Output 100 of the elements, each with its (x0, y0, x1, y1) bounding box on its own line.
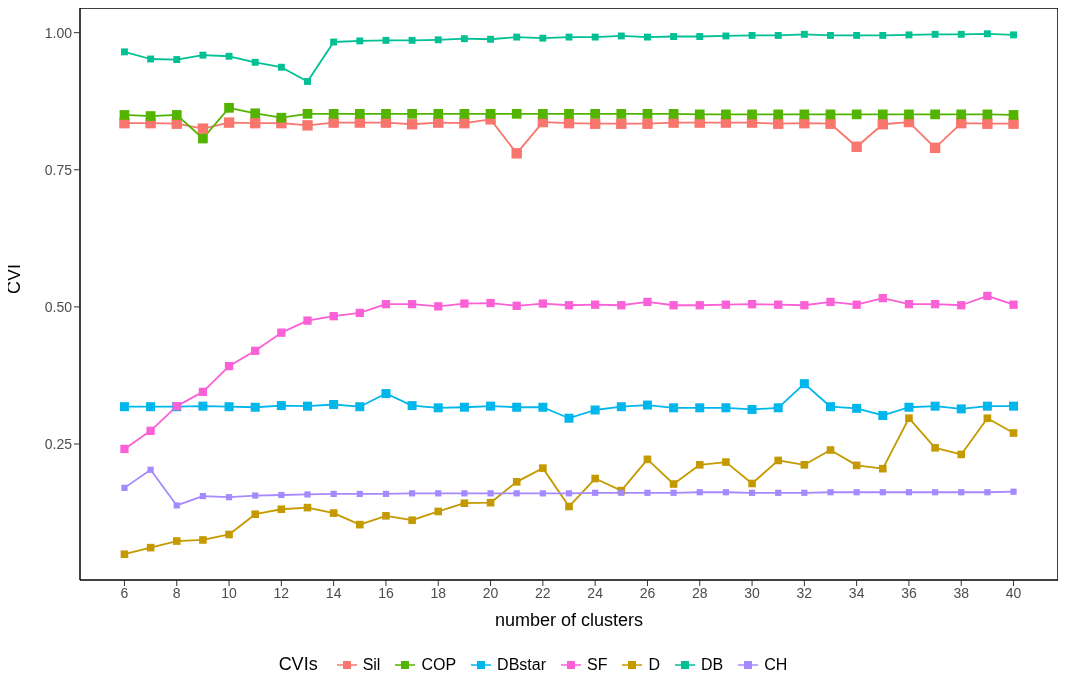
point (121, 48, 128, 56)
point (879, 489, 886, 496)
point (592, 489, 599, 496)
point (459, 109, 470, 119)
y-tick-label: 0.50 (44, 298, 73, 315)
point (826, 402, 835, 412)
point (721, 300, 731, 309)
point (461, 490, 468, 497)
point (644, 33, 651, 41)
point (1009, 300, 1018, 309)
point (276, 401, 286, 411)
point (826, 446, 835, 454)
point (251, 58, 259, 66)
point (199, 51, 207, 59)
legend-label: DBstar (497, 655, 546, 674)
point (223, 117, 235, 128)
x-tick-label: 22 (535, 584, 551, 601)
point (800, 301, 809, 310)
point (616, 109, 627, 119)
x-tick-label: 14 (325, 584, 342, 601)
y-tick-label: 1.00 (44, 24, 73, 41)
point (278, 491, 285, 499)
point (564, 413, 574, 423)
point (983, 414, 992, 423)
point (224, 402, 234, 412)
point (460, 35, 468, 43)
point (851, 141, 862, 152)
point (539, 490, 546, 497)
point (1008, 110, 1019, 120)
x-tick-label: 38 (953, 584, 970, 601)
point (905, 414, 913, 423)
point (696, 33, 704, 40)
point (433, 403, 443, 413)
point (957, 30, 965, 38)
point (826, 297, 835, 307)
point (879, 464, 887, 473)
point (250, 402, 260, 412)
point (721, 403, 731, 413)
point (434, 302, 443, 311)
point (747, 300, 757, 309)
point (827, 31, 834, 39)
point (930, 109, 940, 120)
point (825, 118, 836, 129)
point (617, 301, 626, 310)
point (382, 490, 390, 497)
point (512, 301, 521, 310)
x-tick-label: 30 (744, 584, 761, 601)
point (328, 109, 339, 119)
point (511, 109, 522, 119)
point (930, 401, 940, 411)
x-tick-label: 16 (378, 584, 394, 601)
point (250, 117, 261, 129)
point (695, 403, 705, 413)
point (852, 300, 861, 309)
point (513, 490, 520, 497)
point (434, 507, 443, 516)
point (983, 291, 992, 301)
point (957, 301, 966, 310)
point (905, 31, 913, 39)
point (589, 118, 601, 129)
point (329, 509, 338, 517)
point (119, 402, 129, 412)
point (147, 466, 154, 473)
point (722, 489, 729, 496)
point (539, 464, 547, 472)
point (853, 489, 860, 496)
point (929, 142, 941, 154)
point (459, 402, 469, 412)
x-tick-label: 6 (120, 584, 129, 601)
point (644, 489, 651, 496)
point (801, 489, 808, 496)
point (408, 36, 416, 44)
point (329, 400, 339, 410)
point (303, 401, 312, 411)
point (643, 297, 652, 307)
point (747, 404, 757, 414)
point (904, 402, 914, 412)
point (800, 30, 808, 38)
point (408, 516, 416, 525)
point (252, 492, 259, 499)
point (225, 530, 233, 539)
point (877, 119, 888, 130)
point (774, 300, 783, 309)
x-tick-label: 12 (273, 584, 290, 601)
point (433, 109, 444, 119)
legend-label: D (648, 655, 661, 674)
point (355, 308, 364, 318)
point (146, 426, 155, 435)
point (198, 133, 208, 144)
point (877, 109, 888, 120)
y-axis-title: CVI (4, 263, 25, 294)
point (616, 118, 627, 129)
point (669, 480, 678, 488)
point (538, 109, 548, 119)
point (773, 118, 784, 129)
point (590, 405, 600, 415)
point (486, 298, 495, 308)
point (302, 109, 313, 119)
point (276, 112, 287, 123)
point (356, 490, 363, 497)
